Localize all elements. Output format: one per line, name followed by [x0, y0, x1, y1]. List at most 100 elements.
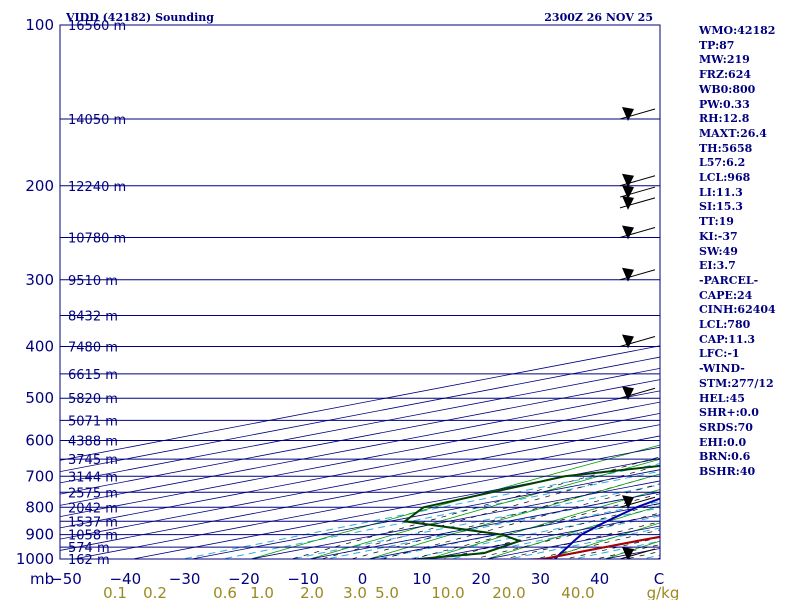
plot-background: [60, 25, 660, 559]
chart-title: VIDD (42182) Sounding: [65, 11, 214, 24]
index-item: EI:3.7: [699, 259, 736, 273]
pressure-label: 600: [25, 432, 54, 450]
mixing-ratio-tick-label: 3.0: [343, 584, 367, 600]
index-item: L57:6.2: [699, 156, 746, 170]
index-item: LCL:780: [699, 318, 751, 332]
wind-barb: [619, 225, 656, 240]
temperature-tick-label: −20: [228, 570, 260, 588]
height-label: 162 m: [68, 553, 110, 568]
wind-barb: [619, 495, 656, 510]
pressure-label: 500: [25, 389, 54, 407]
mixing-ratio-line: [220, 470, 660, 559]
mixing-ratio-tick-label: 0.2: [143, 584, 167, 600]
isotherm-line: [60, 401, 660, 518]
index-item: TH:5658: [699, 141, 753, 155]
index-item: LFC:-1: [699, 347, 740, 361]
temperature-tick-label: 0: [358, 570, 368, 588]
index-item: TP:87: [699, 38, 735, 52]
mixing-ratio-tick-label: 20.0: [492, 584, 525, 600]
height-label: 3745 m: [68, 453, 118, 468]
mixing-ratio-tick-label: 0.1: [103, 584, 127, 600]
pressure-unit-label: mb: [30, 570, 54, 588]
isotherm-line: [189, 469, 660, 559]
pressure-label: 400: [25, 338, 54, 356]
index-item: LCL:968: [699, 171, 751, 185]
parcel-trace-line: [554, 497, 660, 559]
height-label: 1537 m: [68, 515, 118, 530]
chart-time: 2300Z 26 NOV 25: [544, 11, 653, 24]
mixing-ratio-tick-label: 2.0: [300, 584, 324, 600]
index-item: RH:12.8: [699, 112, 750, 126]
index-item: KI:-37: [699, 229, 738, 243]
plot-frame: [59, 24, 661, 560]
index-item: SHR+:0.0: [699, 406, 759, 420]
height-label: 10780 m: [68, 231, 126, 246]
isotherm-line: [60, 435, 660, 551]
height-label: 1058 m: [68, 529, 118, 544]
isobars: [60, 25, 660, 559]
index-item: WB0:800: [699, 82, 756, 96]
height-label: 14050 m: [68, 113, 126, 128]
index-item: TT:19: [699, 215, 734, 229]
wind-barb: [619, 334, 656, 349]
isotherm-line: [60, 412, 660, 529]
wind-barb: [619, 267, 656, 282]
height-label: 5071 m: [68, 414, 118, 429]
isotherm-line: [60, 424, 660, 540]
pressure-label: 300: [25, 271, 54, 289]
dry-adiabat-line: [544, 522, 660, 559]
mixing-ratio-line: [406, 507, 660, 559]
height-labels: 16560 m 14050 m 12240 m 10780 m 9510 m 8432 m…: [68, 19, 126, 568]
index-item: MW:219: [699, 53, 750, 67]
dry-adiabat-line: [485, 505, 660, 559]
height-label: 2575 m: [68, 486, 118, 501]
height-label: 574 m: [68, 541, 110, 556]
height-label: 2042 m: [68, 501, 118, 516]
wind-barb: [619, 547, 656, 559]
wind-barb: [619, 195, 656, 210]
index-item: HEL:45: [699, 391, 745, 405]
mixing-ratio-line: [571, 540, 660, 559]
index-item: BSHR:40: [699, 465, 756, 479]
mixing-ratio-tick-label: 5.0: [375, 584, 399, 600]
temperature-tick-labels: −50 −40 −30 −20 −10 0 10 20 30 40 C: [50, 570, 664, 588]
index-item: WMO:42182: [699, 24, 776, 37]
wind-barbs: [619, 107, 656, 559]
mixing-ratio-tick-labels: 0.1 0.2 0.6 1.0 2.0 3.0 5.0 10.0 20.0 40.0 g/kg: [103, 584, 679, 600]
pressure-labels: 100 200 300 400 500 600 700 800 900 1000: [16, 16, 54, 568]
index-item: EHI:0.0: [699, 435, 747, 449]
height-label: 7480 m: [68, 341, 118, 356]
dry-adiabats: [249, 444, 660, 559]
temperature-tick-label: 10: [412, 570, 431, 588]
temperature-tick-label: 20: [472, 570, 491, 588]
temperature-tick-label: 40: [590, 570, 609, 588]
pressure-label: 800: [25, 498, 54, 516]
isotherm-line: [71, 446, 660, 559]
index-item: BRN:0.6: [699, 450, 751, 464]
pressure-label: 100: [25, 16, 54, 34]
temperature-tick-label: −50: [50, 570, 82, 588]
height-label: 3144 m: [68, 470, 118, 485]
mixing-ratio-line: [374, 501, 660, 559]
dry-adiabat-line: [367, 473, 660, 559]
pressure-label: 900: [25, 526, 54, 544]
mixing-ratio-tick-label: 1.0: [250, 584, 274, 600]
height-label: 4388 m: [68, 435, 118, 450]
mixing-ratio-line: [180, 463, 660, 559]
index-item: LI:11.3: [699, 185, 743, 199]
temperature-tick-label: −30: [169, 570, 201, 588]
pressure-label: 1000: [16, 550, 54, 568]
index-item: SW:49: [699, 244, 738, 258]
indices-panel: WMO:42182 TP:87 MW:219 FRZ:624 WB0:800 PW:0.3…: [699, 24, 776, 480]
pressure-label: 700: [25, 467, 54, 485]
mixing-ratio-line: [507, 527, 660, 559]
height-label: 12240 m: [68, 180, 126, 195]
dewpoint-line: [402, 464, 660, 559]
temperature-tick-label: −10: [287, 570, 319, 588]
temperature-tick-label: 30: [531, 570, 550, 588]
mixing-ratio-line: [447, 515, 660, 559]
index-item: SRDS:70: [699, 420, 753, 434]
index-item: SI:15.3: [699, 200, 743, 214]
height-label: 9510 m: [68, 274, 118, 289]
